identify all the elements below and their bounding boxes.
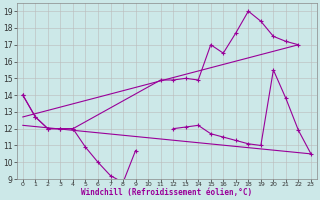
X-axis label: Windchill (Refroidissement éolien,°C): Windchill (Refroidissement éolien,°C) xyxy=(81,188,252,197)
